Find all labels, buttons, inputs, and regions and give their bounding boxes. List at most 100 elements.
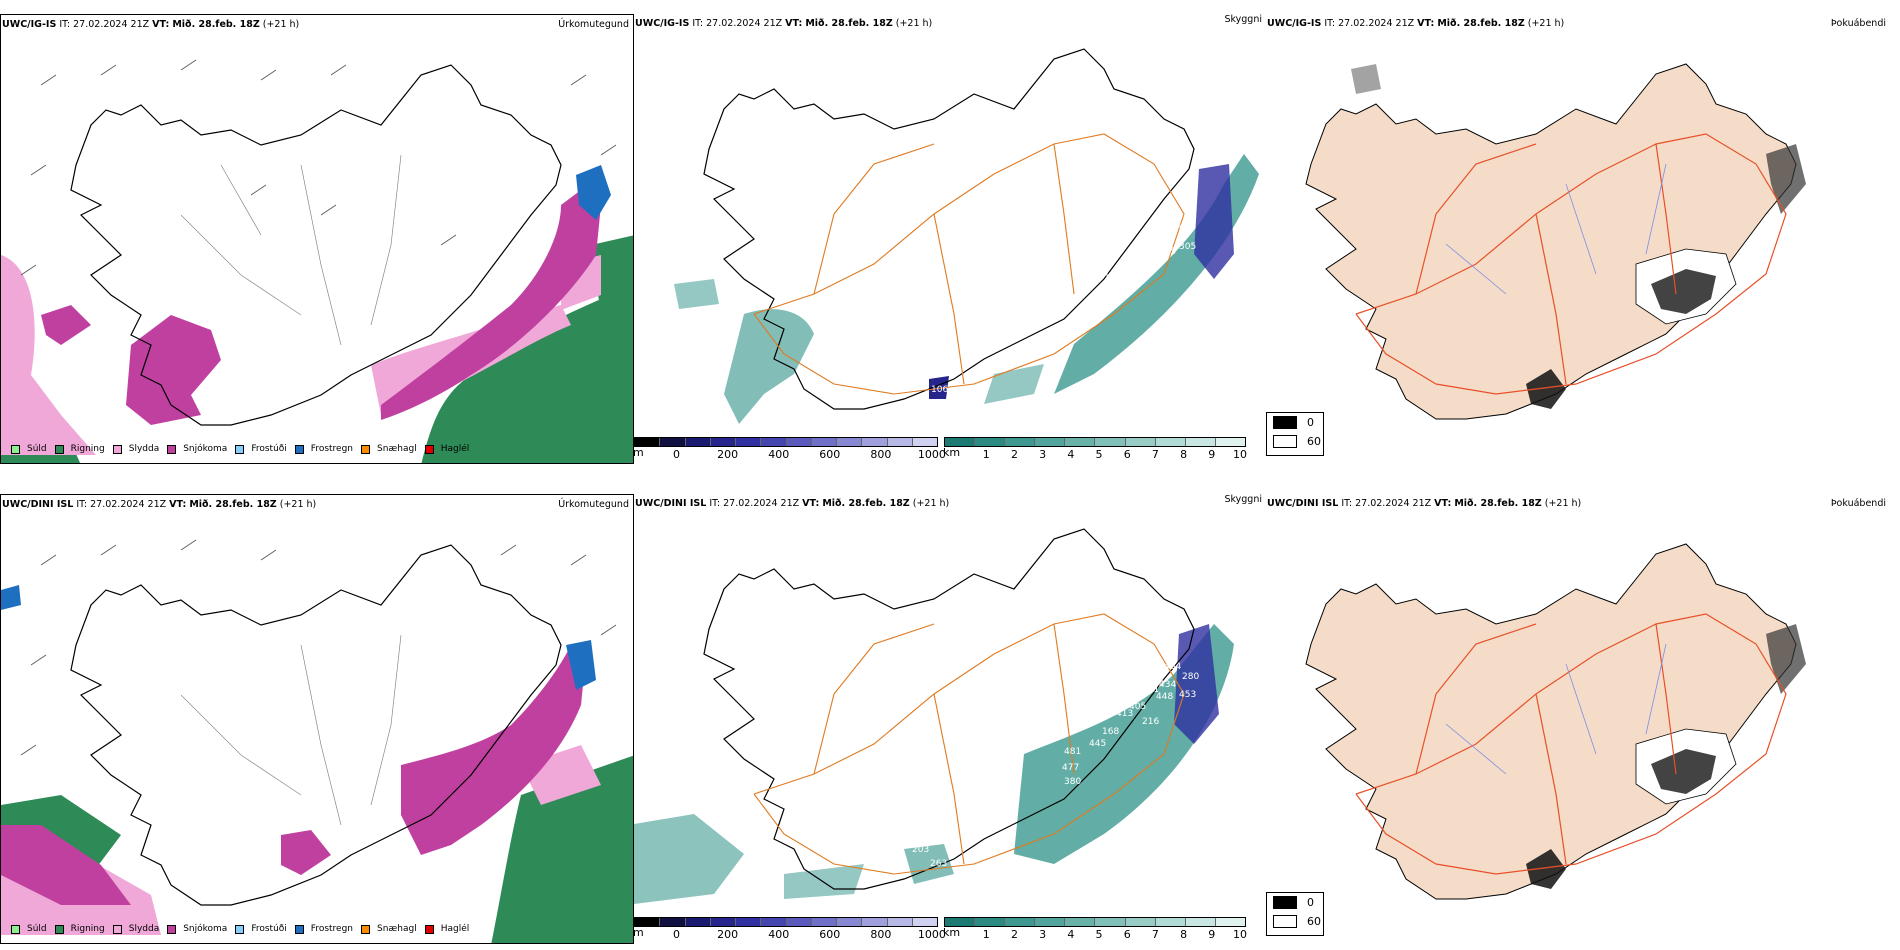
scale-tick-label: 4 [1067, 448, 1075, 461]
legend-swatch [235, 444, 245, 454]
legend-swatch [361, 444, 371, 454]
visibility-area-3 [784, 864, 864, 899]
scale-tick-label: 3 [1039, 448, 1047, 461]
svg-text:438: 438 [1179, 222, 1196, 232]
scale-cell [786, 438, 812, 446]
scale-cell [1095, 438, 1126, 446]
svg-text:434: 434 [1159, 680, 1176, 690]
panel-variable: Úrkomutegund [558, 19, 629, 30]
scale-cell [862, 438, 888, 446]
panel-variable: Skyggni [1224, 494, 1262, 505]
svg-text:415: 415 [1159, 247, 1176, 257]
iceland-outline [703, 528, 1195, 890]
fog-map [1305, 63, 1806, 420]
scale-cell [1005, 918, 1036, 926]
cloud-base-labels: 203 263 481 445 477 380 168 405 216 464 … [912, 662, 1199, 869]
scale-cell [1185, 918, 1216, 926]
legend-item: Frostúði [235, 444, 287, 454]
visibility-panel-top: UWC/IG-IS IT: 27.02.2024 21Z VT: Mið. 28… [634, 14, 1266, 464]
legend-swatch [235, 924, 245, 934]
legend-swatch [11, 924, 20, 934]
snow-area-3 [281, 830, 331, 875]
fog-key-row: 0 [1267, 893, 1323, 912]
legend-item: Snæhagl [361, 444, 417, 454]
svg-text:413: 413 [1116, 709, 1133, 719]
scale-tick-label: 8 [1180, 448, 1188, 461]
panel-title: UWC/DINI ISL IT: 27.02.2024 21Z VT: Mið.… [2, 499, 317, 510]
svg-text:477: 477 [1062, 763, 1079, 773]
legend-item: Rigning [54, 444, 105, 454]
low-cloud-area-2 [929, 376, 949, 399]
scale-cell [1215, 438, 1245, 446]
snow-area-2 [401, 645, 586, 855]
visibility-scale: 1 2 3 4 5 6 7 8 9 10 km [943, 437, 1247, 461]
scale-cell [1185, 438, 1216, 446]
svg-text:203: 203 [912, 845, 929, 855]
fog-dark-4 [1351, 64, 1381, 94]
svg-text:280: 280 [1182, 672, 1199, 682]
scale-cell [912, 438, 937, 446]
svg-text:305: 305 [1179, 242, 1196, 252]
legend-swatch [54, 924, 64, 934]
scale-tick-label: 1000 [917, 928, 946, 941]
panel-variable: Þokuábendi [1830, 498, 1886, 509]
visibility-scale: 1 2 3 4 5 6 7 8 9 10 km [943, 917, 1247, 941]
scale-cell [1065, 918, 1096, 926]
scale-cell [1125, 438, 1156, 446]
legend-item: Frostregn [294, 444, 353, 454]
scale-cell [761, 438, 787, 446]
svg-text:263: 263 [930, 859, 947, 869]
snow-area-2 [41, 305, 91, 345]
scale-tick-label: 1 [982, 928, 990, 941]
scale-cell [685, 918, 711, 926]
legend-item: Haglél [424, 444, 469, 454]
scale-cell [786, 918, 812, 926]
scale-cell [1155, 918, 1186, 926]
fog-dark-2 [1526, 369, 1566, 409]
legend-item: Frostregn [294, 924, 353, 934]
scale-tick-label: 3 [1039, 928, 1047, 941]
sleet-area [1, 255, 96, 455]
legend-item: Slydda [112, 924, 159, 934]
legend-swatch [424, 444, 434, 454]
scale-cell [837, 438, 863, 446]
fog-panel-top: UWC/IG-IS IT: 27.02.2024 21Z VT: Mið. 28… [1266, 14, 1900, 464]
svg-text:505: 505 [1159, 229, 1176, 239]
legend-swatch [112, 444, 122, 454]
panel-variable: Skyggni [1224, 14, 1262, 25]
fog-dark-2 [1526, 849, 1566, 889]
precip-type-panel-top: UWC/IG-IS IT: 27.02.2024 21Z VT: Mið. 28… [0, 14, 634, 464]
scale-cell [685, 438, 711, 446]
scale-cell [811, 918, 837, 926]
scale-tick-label: 1000 [917, 448, 946, 461]
fog-key-swatch [1273, 915, 1297, 928]
road-network [1355, 133, 1787, 395]
scale-cell [736, 918, 762, 926]
scale-tick-label: 7 [1151, 448, 1159, 461]
road-network [753, 133, 1185, 395]
svg-text:453: 453 [1179, 690, 1196, 700]
precip-map [1, 539, 633, 943]
panel-title: UWC/DINI ISL IT: 27.02.2024 21Z VT: Mið.… [1267, 498, 1582, 509]
scale-cell [1155, 438, 1186, 446]
road-network [753, 613, 1185, 875]
precip-type-panel-bottom: UWC/DINI ISL IT: 27.02.2024 21Z VT: Mið.… [0, 494, 634, 944]
legend-item: Rigning [54, 924, 105, 934]
scale-cell [912, 918, 937, 926]
scale-tick-label: 2 [1010, 928, 1018, 941]
legend-swatch [294, 924, 304, 934]
svg-text:168: 168 [1102, 727, 1119, 737]
rain-area-2 [491, 755, 633, 943]
legend-swatch [11, 444, 20, 454]
snow-area [1, 825, 131, 905]
visibility-area-2 [724, 309, 814, 424]
panel-variable: Úrkomutegund [558, 499, 629, 510]
scale-cell [635, 918, 661, 926]
scale-tick-label: 4 [1067, 928, 1075, 941]
scale-tick-label: 10 [1232, 448, 1247, 461]
scale-tick-label: 6 [1123, 928, 1131, 941]
scale-tick-label: 200 [717, 448, 739, 461]
freezing-rain-area [566, 640, 596, 690]
scale-cell [945, 918, 976, 926]
scale-cell [1065, 438, 1096, 446]
